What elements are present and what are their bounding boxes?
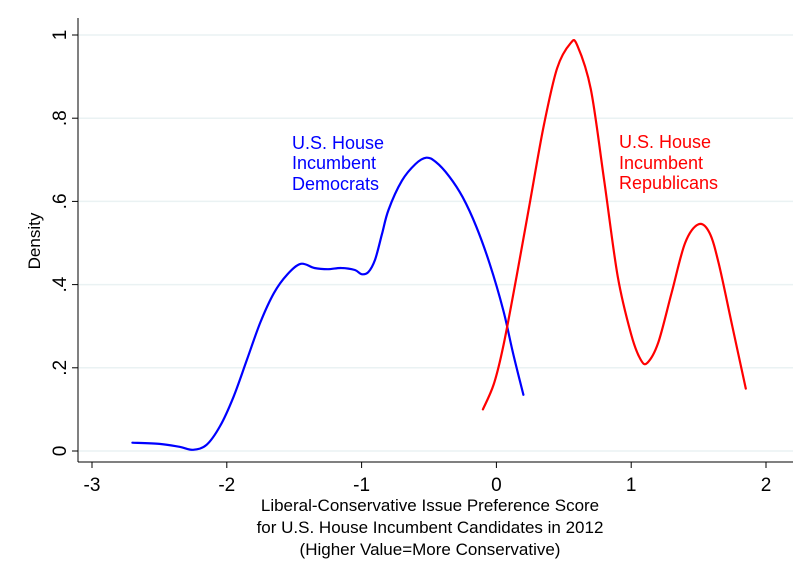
x-axis-title-line-3: (Higher Value=More Conservative)	[300, 540, 561, 559]
gridlines	[79, 34, 793, 452]
x-tick-label-0: -3	[84, 475, 101, 496]
republicans-label-line-3: Republicans	[619, 173, 718, 193]
x-axis-title-line-1: Liberal-Conservative Issue Preference Sc…	[261, 496, 599, 515]
y-tick-label-4: .8	[50, 110, 71, 126]
republicans-label-line-1: U.S. House	[619, 132, 711, 152]
x-ticks: -3 -2 -1 0 1 2	[84, 462, 772, 496]
y-tick-label-1: .2	[50, 360, 71, 376]
y-tick-label-3: .6	[50, 193, 71, 209]
x-tick-label-2: -1	[353, 475, 370, 496]
y-tick-label-5: 1	[50, 30, 71, 41]
x-axis-title-line-2: for U.S. House Incumbent Candidates in 2…	[257, 518, 604, 537]
y-axis-title: Density	[25, 212, 44, 269]
republicans-label: U.S. House Incumbent Republicans	[619, 132, 718, 193]
republicans-density-line	[481, 38, 747, 411]
x-tick-label-5: 2	[761, 475, 772, 496]
democrats-label-line-3: Democrats	[292, 174, 379, 194]
democrats-label: U.S. House Incumbent Democrats	[292, 133, 384, 194]
x-tick-label-1: -2	[218, 475, 235, 496]
democrats-density-line	[131, 156, 525, 451]
y-tick-label-0: 0	[50, 446, 71, 457]
democrats-label-line-2: Incumbent	[292, 153, 376, 173]
y-tick-label-2: .4	[50, 276, 71, 292]
republicans-label-line-2: Incumbent	[619, 153, 703, 173]
series-lines	[131, 38, 747, 451]
x-tick-label-3: 0	[491, 475, 502, 496]
axes	[77, 18, 793, 463]
democrats-label-line-1: U.S. House	[292, 133, 384, 153]
x-tick-label-4: 1	[626, 475, 637, 496]
y-ticks: 0 .2 .4 .6 .8 1	[50, 30, 78, 457]
